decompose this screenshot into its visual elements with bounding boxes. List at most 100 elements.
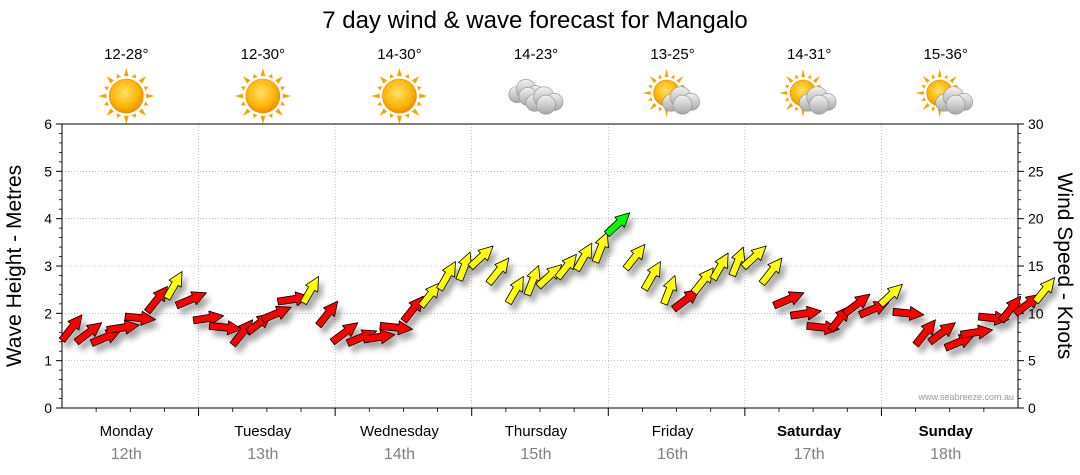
chart-title: 7 day wind & wave forecast for Mangalo — [322, 7, 748, 34]
x-axis: Monday 12th Tuesday 13th Wednesday 14th Thursd… — [95, 408, 985, 463]
sun-ray — [931, 106, 936, 112]
temperature-label: 15-36° — [924, 46, 968, 63]
sun-ray — [397, 68, 402, 77]
day-label: Thursday — [505, 423, 568, 440]
sun-ray — [404, 73, 410, 79]
sun-ray — [377, 86, 383, 91]
y-right-tick-label: 20 — [1028, 211, 1044, 227]
wind-arrow — [641, 261, 661, 292]
sun-ray — [419, 93, 428, 99]
day-label: Monday — [100, 423, 154, 440]
wind-arrow — [106, 319, 140, 335]
sun-ray — [377, 101, 383, 106]
wind-arrow — [758, 257, 783, 287]
wind-arrow — [892, 306, 925, 321]
sun-ray — [280, 86, 286, 91]
sun-ray — [253, 73, 258, 79]
sun-ray — [416, 101, 422, 106]
sun-ray — [648, 85, 653, 89]
sun-ray — [664, 69, 669, 78]
sun-ray — [106, 76, 114, 84]
sun-ray — [389, 113, 395, 119]
wind-arrow — [591, 231, 609, 264]
sun-ray — [379, 108, 388, 116]
sun-ray — [664, 108, 669, 117]
sun-ray — [649, 102, 657, 110]
day-label: Friday — [652, 423, 694, 440]
wind-arrow — [299, 275, 320, 306]
wind-arrow — [927, 322, 956, 346]
wind-arrow — [260, 305, 292, 324]
sun-ray — [642, 91, 651, 95]
wind-arrow — [89, 329, 121, 347]
sun-ray — [106, 108, 114, 116]
date-label: 13th — [247, 446, 278, 463]
sun-ray — [786, 76, 794, 84]
sun-ray — [807, 74, 811, 80]
sun-ray — [649, 76, 657, 84]
sun-ray — [416, 86, 422, 91]
sun-ray — [949, 76, 957, 84]
sun-ray — [676, 76, 684, 84]
cloud-puff — [809, 94, 829, 115]
sun-rays — [371, 68, 428, 124]
sun-ray — [268, 113, 273, 119]
cloud-shape — [525, 86, 564, 115]
sun-rays — [98, 68, 155, 124]
sun-ray — [670, 74, 675, 80]
temperature-label: 14-30° — [377, 46, 421, 63]
day-label: Saturday — [777, 423, 842, 440]
sun-ray — [371, 93, 380, 99]
sun-ray — [389, 73, 395, 79]
sun-disc — [382, 78, 417, 114]
sun-ray — [275, 76, 283, 84]
sun-ray — [123, 68, 129, 77]
sun-ray — [131, 73, 137, 79]
y-left-tick-label: 2 — [44, 305, 52, 321]
y-left-tick-label: 5 — [44, 163, 52, 179]
sun-ray — [922, 102, 930, 110]
y-right-tick-label: 25 — [1028, 163, 1044, 179]
cloud-puff — [672, 94, 693, 115]
day-label: Wednesday — [360, 423, 439, 440]
sun-ray — [234, 93, 244, 99]
wind-arrow — [709, 252, 729, 282]
wind-arrow — [379, 320, 413, 336]
sun-ray — [786, 102, 794, 110]
temperature-label: 12-30° — [241, 46, 285, 63]
date-label: 14th — [384, 446, 415, 463]
sun-ray — [243, 108, 251, 116]
wind-arrow — [329, 322, 359, 346]
sun-ray — [658, 106, 663, 112]
y-right-tick-label: 5 — [1028, 353, 1036, 369]
partly-cloudy-icon — [915, 69, 974, 117]
partly-cloudy-icon — [642, 69, 700, 117]
sun-ray — [146, 93, 155, 99]
sun-ray — [795, 106, 799, 112]
sun-disc — [245, 78, 281, 114]
sun-ray — [648, 97, 653, 101]
y-left-tick-label: 6 — [44, 116, 52, 132]
sun-ray — [801, 69, 806, 78]
wind-arrow — [772, 291, 805, 310]
sun-ray — [143, 101, 149, 106]
wind-arrow — [124, 310, 156, 326]
sun-rays — [234, 68, 291, 124]
wind-arrow — [842, 293, 871, 317]
y-right-tick-label: 30 — [1028, 116, 1044, 132]
y-left-tick-label: 3 — [44, 258, 52, 274]
sun-ray — [104, 101, 109, 106]
sunny-icon — [98, 68, 155, 124]
y-right-tick-label: 15 — [1028, 258, 1044, 274]
sun-ray — [404, 113, 410, 119]
wind-arrow — [573, 242, 593, 273]
y-right-tick-label: 10 — [1028, 305, 1044, 321]
y-axis-left-label: Wave Height - Metres — [3, 165, 26, 367]
wind-arrow — [554, 253, 577, 281]
wind-arrow — [912, 319, 936, 348]
date-label: 12th — [111, 446, 142, 463]
sun-ray — [123, 115, 129, 124]
wind-arrow — [977, 310, 1010, 326]
wind-arrow — [789, 305, 822, 321]
